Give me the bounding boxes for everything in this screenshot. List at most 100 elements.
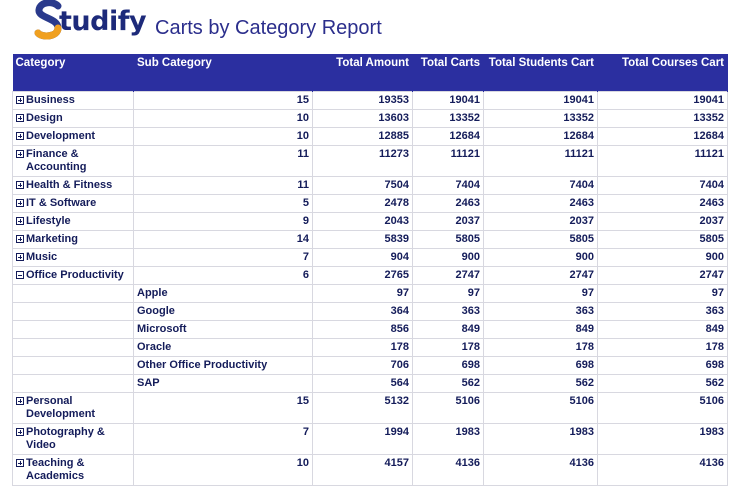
total-carts-cell: 5106	[412, 392, 484, 424]
collapse-icon[interactable]	[16, 271, 24, 279]
expand-icon[interactable]	[16, 428, 24, 436]
total-courses-cart-cell: 1983	[597, 423, 728, 455]
category-cell: Health & Fitness	[12, 176, 134, 195]
category-row: Marketing 14 5839 5805 5805 5805	[12, 230, 728, 249]
total-amount-cell: 2765	[312, 266, 413, 285]
total-amount-cell: 5839	[312, 230, 413, 249]
total-students-cart-cell: 2037	[483, 212, 598, 231]
total-students-cart-cell: 2463	[483, 194, 598, 213]
total-students-cart-cell: 7404	[483, 176, 598, 195]
total-courses-cart-cell: 11121	[597, 145, 728, 177]
total-amount-cell: 5132	[312, 392, 413, 424]
logo-s-mark	[34, 0, 62, 40]
column-header-total-carts[interactable]: Total Carts	[412, 54, 484, 92]
total-amount-cell: 564	[312, 374, 413, 393]
total-carts-cell: 97	[412, 284, 484, 303]
expand-icon[interactable]	[16, 96, 24, 104]
total-courses-cart-cell: 2747	[597, 266, 728, 285]
category-cell: Development	[12, 127, 134, 146]
expand-icon[interactable]	[16, 459, 24, 467]
total-carts-cell: 2037	[412, 212, 484, 231]
category-cell: Marketing	[12, 230, 134, 249]
category-row: Development 10 12885 12684 12684 12684	[12, 127, 728, 146]
category-cell: Design	[12, 109, 134, 128]
total-amount-cell: 2043	[312, 212, 413, 231]
expand-icon[interactable]	[16, 132, 24, 140]
total-students-cart-cell: 97	[483, 284, 598, 303]
total-carts-cell: 2747	[412, 266, 484, 285]
category-label: Lifestyle	[26, 215, 71, 227]
expand-icon[interactable]	[16, 181, 24, 189]
total-courses-cart-cell: 7404	[597, 176, 728, 195]
category-cell-content: IT & Software	[16, 197, 130, 210]
sub-category-count: 11	[133, 145, 313, 177]
total-amount-cell: 364	[312, 302, 413, 321]
total-students-cart-cell: 900	[483, 248, 598, 267]
column-header-category[interactable]: Category	[12, 54, 134, 92]
total-carts-cell: 12684	[412, 127, 484, 146]
category-cell	[12, 302, 134, 321]
category-cell: Lifestyle	[12, 212, 134, 231]
logo-wordmark: tudify	[59, 6, 147, 37]
category-cell	[12, 320, 134, 339]
expand-icon[interactable]	[16, 397, 24, 405]
total-amount-cell: 1994	[312, 423, 413, 455]
total-amount-cell: 2478	[312, 194, 413, 213]
column-header-total-courses-cart[interactable]: Total Courses Cart	[597, 54, 728, 92]
category-cell-content: Design	[16, 112, 130, 125]
category-label: Teaching & Academics	[26, 457, 85, 482]
expand-icon[interactable]	[16, 150, 24, 158]
total-students-cart-cell: 698	[483, 356, 598, 375]
column-header-sub-category[interactable]: Sub Category	[133, 54, 313, 92]
expand-icon[interactable]	[16, 253, 24, 261]
sub-category-name: Oracle	[133, 338, 313, 357]
total-amount-cell: 13603	[312, 109, 413, 128]
total-courses-cart-cell: 5106	[597, 392, 728, 424]
expand-icon[interactable]	[16, 199, 24, 207]
category-label: Business	[26, 94, 75, 106]
total-carts-cell: 5805	[412, 230, 484, 249]
column-header-total-amount[interactable]: Total Amount	[312, 54, 413, 92]
category-cell-content: Teaching & Academics	[16, 457, 130, 483]
category-label: Health & Fitness	[26, 179, 113, 191]
category-cell-content: Development	[16, 130, 130, 143]
expand-icon[interactable]	[16, 235, 24, 243]
category-cell-content: Music	[16, 251, 130, 264]
sub-category-count: 15	[133, 91, 313, 110]
category-cell: IT & Software	[12, 194, 134, 213]
total-students-cart-cell: 363	[483, 302, 598, 321]
category-row: Teaching & Academics 10 4157 4136 4136 4136	[12, 454, 728, 486]
column-header-total-students-cart[interactable]: Total Students Cart	[483, 54, 598, 92]
total-students-cart-cell: 2747	[483, 266, 598, 285]
category-label: Finance & Accounting	[26, 148, 87, 173]
sub-category-name: SAP	[133, 374, 313, 393]
total-courses-cart-cell: 178	[597, 338, 728, 357]
total-courses-cart-cell: 2037	[597, 212, 728, 231]
category-cell: Photography & Video	[12, 423, 134, 455]
total-amount-cell: 178	[312, 338, 413, 357]
sub-category-count: 5	[133, 194, 313, 213]
total-courses-cart-cell: 2463	[597, 194, 728, 213]
report-title: Carts by Category Report	[155, 17, 382, 39]
category-cell-content: Personal Development	[16, 395, 130, 421]
expand-icon[interactable]	[16, 114, 24, 122]
sub-category-count: 10	[133, 127, 313, 146]
total-carts-cell: 13352	[412, 109, 484, 128]
category-row: Business 15 19353 19041 19041 19041	[12, 91, 728, 110]
category-cell: Finance & Accounting	[12, 145, 134, 177]
total-courses-cart-cell: 19041	[597, 91, 728, 110]
category-row: Design 10 13603 13352 13352 13352	[12, 109, 728, 128]
total-amount-cell: 19353	[312, 91, 413, 110]
sub-category-row: SAP 564 562 562 562	[12, 374, 728, 393]
total-carts-cell: 363	[412, 302, 484, 321]
total-students-cart-cell: 562	[483, 374, 598, 393]
expand-icon[interactable]	[16, 217, 24, 225]
category-cell	[12, 338, 134, 357]
category-label: Development	[26, 130, 96, 142]
total-courses-cart-cell: 698	[597, 356, 728, 375]
sub-category-row: Google 364 363 363 363	[12, 302, 728, 321]
category-cell: Business	[12, 91, 134, 110]
sub-category-name: Other Office Productivity	[133, 356, 313, 375]
sub-category-count: 9	[133, 212, 313, 231]
total-carts-cell: 4136	[412, 454, 484, 486]
